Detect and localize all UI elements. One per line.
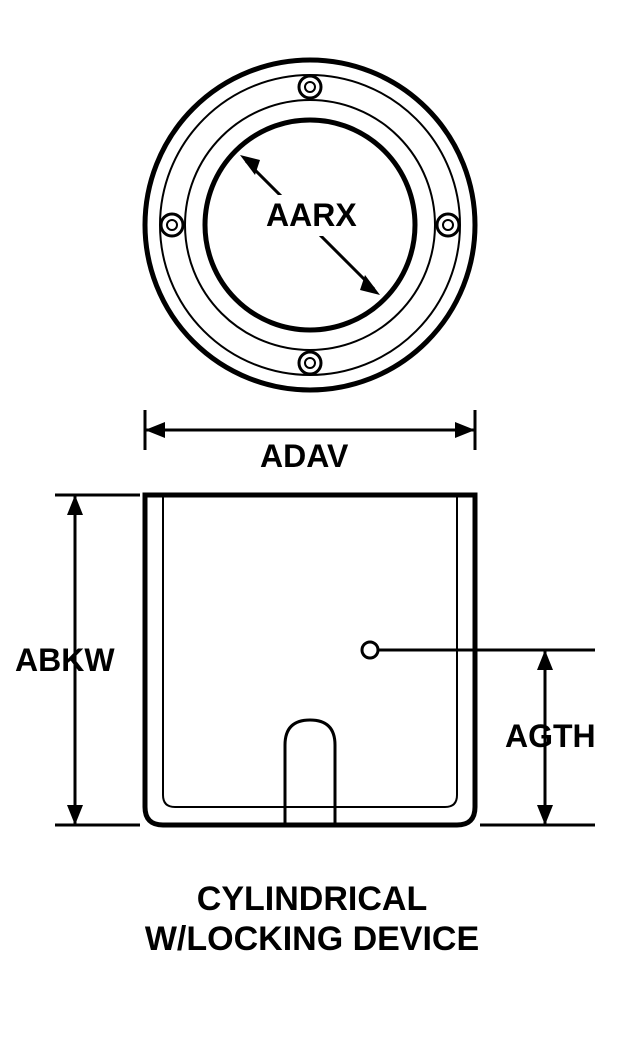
abkw-label: ABKW [15, 642, 115, 679]
adav-label: ADAV [260, 438, 348, 475]
title-line1: CYLINDRICAL [0, 880, 624, 919]
aarx-label: AARX [262, 195, 361, 236]
agth-label: AGTH [505, 718, 596, 755]
side-view-body [145, 495, 475, 825]
pin-hole [362, 642, 378, 658]
title-line2: W/LOCKING DEVICE [0, 920, 624, 959]
